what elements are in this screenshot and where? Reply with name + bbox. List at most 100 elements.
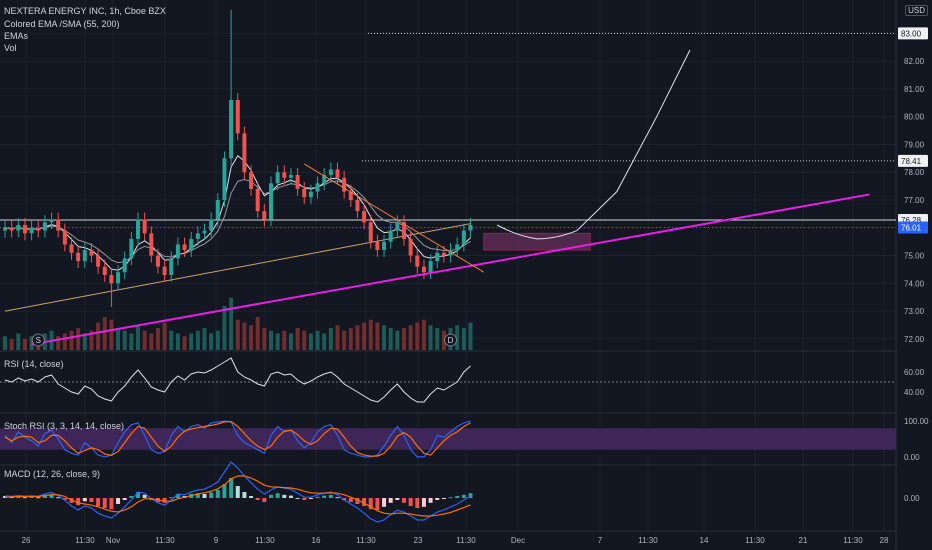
candle-body [315, 183, 320, 192]
volume-bar [175, 333, 180, 350]
candle-body [242, 133, 247, 173]
candle-body [375, 241, 380, 250]
volume-bar [116, 328, 121, 350]
time-tick: 28 [880, 536, 889, 545]
indicator-ema-sma[interactable]: Colored EMA /SMA (55, 200) [4, 19, 120, 29]
price-label: 78.41 [901, 157, 922, 166]
macd-hist-bar [388, 498, 393, 503]
candle-body [82, 250, 87, 262]
macd-hist-bar [295, 498, 300, 499]
price-label: 76.28 [901, 216, 922, 225]
candle-body [235, 100, 240, 134]
volume-bar [355, 325, 360, 350]
candle-body [69, 244, 74, 253]
indicator-vol[interactable]: Vol [4, 43, 17, 53]
candle-body [382, 241, 387, 250]
moving-averages [4, 155, 471, 312]
volume-bar [315, 330, 320, 350]
candle-body [335, 169, 340, 178]
volume-bar [468, 322, 473, 350]
candle-body [421, 266, 426, 273]
stoch-label[interactable]: Stoch RSI (3, 3, 14, 14, close) [4, 421, 125, 431]
volume-bar [169, 330, 174, 350]
volume-bar [222, 306, 227, 350]
projection-curve [496, 49, 691, 240]
macd-hist-bar [435, 498, 440, 500]
candle-body [36, 227, 41, 231]
candle-body [262, 211, 267, 220]
price-tick: 80.00 [904, 113, 925, 122]
volume-bar [382, 325, 387, 350]
price-axis[interactable]: 72.0073.0074.0075.0076.0077.0078.0079.00… [897, 0, 932, 550]
candle-body [49, 219, 54, 223]
time-axis[interactable]: 26 11:30 Nov 11:30 9 11:30 16 11:30 23 11:30 Dec 7 1… [22, 536, 889, 545]
volume-bars [3, 297, 473, 350]
stoch-pane [0, 420, 896, 458]
candle-body [348, 191, 353, 200]
support-trendline [31, 193, 870, 346]
candle-body [255, 188, 260, 212]
volume-bar [408, 325, 413, 350]
ema-fast [4, 155, 471, 271]
rsi-label[interactable]: RSI (14, close) [4, 359, 64, 369]
macd-hist-bar [62, 498, 67, 500]
time-tick: 11:30 [356, 536, 376, 545]
candle-body [129, 238, 134, 259]
macd-hist-bar [109, 498, 114, 510]
volume-bar [69, 330, 74, 350]
marker-circle [31, 333, 45, 347]
macd-hist-bar [42, 494, 47, 498]
macd-hist-bar [342, 498, 347, 501]
macd-hist-bar [328, 494, 333, 498]
macd-signal-line [4, 475, 471, 517]
candle-body [209, 219, 214, 231]
price-tick: 77.00 [904, 196, 925, 205]
macd-hist-bar [335, 497, 340, 499]
macd-label[interactable]: MACD (12, 26, close, 9) [4, 469, 101, 479]
macd-hist-bar [215, 490, 220, 498]
chart-title: NEXTERA ENERGY INC, 1h, Cboe BZX [4, 6, 166, 16]
volume-bar [229, 297, 234, 350]
rsi-tick: 40.00 [904, 388, 925, 397]
volume-bar [262, 328, 267, 350]
marker-text: D [448, 336, 454, 345]
macd-hist-bar [36, 497, 41, 499]
candle-body [435, 252, 440, 262]
indicator-emas[interactable]: EMAs [4, 31, 29, 41]
macd-hist-bar [402, 498, 406, 503]
candle-body [116, 272, 121, 284]
sma-slow [4, 223, 471, 312]
macd-hist-bar [162, 498, 167, 503]
volume-bar [322, 333, 327, 350]
trendlines[interactable] [31, 49, 870, 346]
grid [0, 0, 896, 530]
volume-bar [102, 317, 107, 350]
candle-body [388, 230, 393, 242]
macd-hist-bar [29, 496, 34, 498]
volume-bar [461, 328, 466, 350]
candle-body [155, 255, 160, 267]
candle-body [142, 219, 147, 234]
rsi-line [4, 357, 471, 403]
volume-bar [328, 328, 333, 350]
candle-body [162, 266, 167, 275]
candle-body [328, 169, 333, 175]
volume-bar [215, 330, 220, 350]
macd-hist-bar [375, 498, 380, 510]
volume-bar [249, 325, 254, 350]
volume-bar [402, 328, 406, 350]
currency-badge[interactable]: USD [905, 5, 928, 16]
candle-body [229, 100, 234, 159]
candle-body [76, 252, 81, 262]
candles [3, 9, 473, 307]
candle-body [202, 230, 207, 234]
macd-pane [3, 461, 473, 523]
macd-hist-bar [395, 498, 400, 500]
macd-hist-bar [315, 496, 320, 498]
stoch-d-line [4, 420, 471, 457]
time-tick: 16 [312, 536, 321, 545]
volume-bar [235, 319, 240, 350]
time-tick: 21 [799, 536, 808, 545]
